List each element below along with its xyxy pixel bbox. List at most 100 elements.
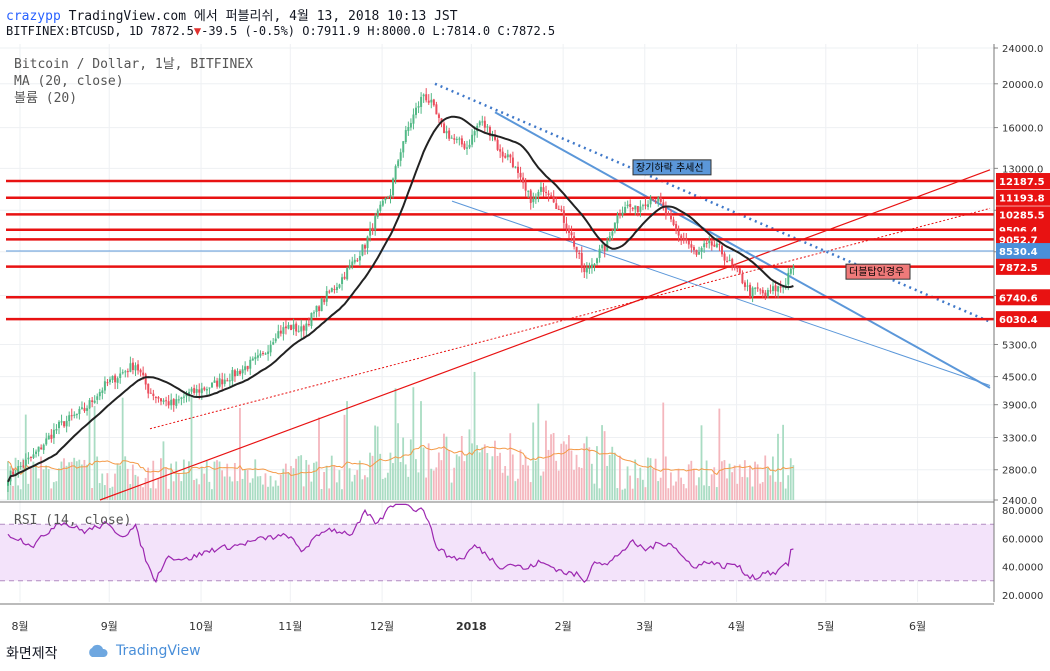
level-label-box [996,289,1050,306]
volume-bar [338,470,341,500]
price-chart[interactable]: 24000.020000.016000.013000.010500.08500.… [0,44,1050,637]
candle-body [381,200,384,206]
candle-body [177,399,180,401]
volume-bar [384,477,387,500]
volume-bar [300,455,303,500]
volume-bar [751,486,754,500]
volume-bar [422,447,425,500]
candle-body [203,387,206,390]
candle-body [511,157,514,168]
volume-bar [685,488,688,500]
volume-bar [779,481,782,500]
volume-bar [782,424,784,500]
candle-body [114,375,117,383]
volume-bar [603,431,606,500]
candle-body [162,400,165,402]
candle-body [483,120,486,128]
volume-bar [366,477,369,500]
volume-bar [764,455,767,500]
candle-body [12,471,15,475]
volume-bar [305,460,308,500]
candle-body [310,312,313,327]
candle-body [218,378,221,387]
candle-body [244,366,247,371]
candle-body [47,435,50,440]
candle-body [736,267,739,269]
candle-body [777,286,780,292]
volume-bar [386,472,389,500]
candle-body [103,381,106,391]
volume-bar [749,465,751,500]
volume-bar [611,446,614,500]
candle-body [358,256,361,261]
candle-body [450,137,453,139]
volume-bar [399,462,402,500]
candle-body [213,380,216,383]
month-label: 5월 [817,620,834,633]
volume-bar [45,465,48,500]
volume-bars [7,371,795,500]
volume-bar [695,485,698,500]
candle-body [80,407,83,409]
volume-bar [351,481,354,500]
volume-bar [297,456,300,500]
candle-body [728,259,731,262]
volume-bar [491,456,494,500]
candle-body [731,259,734,265]
volume-bar [131,464,134,500]
rsi-tick-label: 40.0000 [1002,563,1043,574]
candle-body [348,265,351,269]
candle-body [769,290,772,292]
author-name[interactable]: crazypp [6,9,61,24]
volume-bar [616,488,619,500]
candle-body [205,389,208,391]
volume-bar [534,460,537,500]
candle-body [256,355,259,358]
volume-bar [315,461,318,500]
candle-body [165,400,168,402]
volume-bar [555,460,558,500]
candle-body [466,147,468,149]
volume-bar [522,464,524,500]
volume-bar [325,465,328,500]
volume-bar [652,468,654,500]
candle-body [137,364,140,371]
candle-body [675,224,678,231]
volume-bar [98,483,101,500]
volume-bar [435,467,438,500]
volume-bar [741,476,744,500]
month-label: 12월 [370,620,394,633]
volume-bar [736,483,739,500]
candle-body [509,154,512,158]
candle-body [152,393,155,397]
level-label-box [996,206,1050,223]
candle-body [486,126,489,128]
candle-body [455,138,458,140]
volume-bar [759,483,762,500]
volume-bar [644,487,647,500]
candle-body [73,414,76,416]
volume-bar [307,464,310,500]
last-price: 7872.5 [150,24,194,38]
level-label: 10285.5 [999,210,1045,221]
month-label: 3월 [636,620,653,633]
volume-bar [608,455,611,500]
volume-bar [109,488,111,500]
tradingview-brand[interactable]: TradingView [86,643,201,659]
volume-bar [343,414,346,500]
volume-ma-line [7,444,794,477]
volume-bar [787,475,790,500]
candle-body [19,465,22,467]
candle-body [144,374,147,385]
volume-bar [358,460,361,500]
long-uptrend-line [99,169,991,501]
candle-body [575,246,578,253]
candle-body [499,149,502,152]
volume-bar [598,488,601,500]
volume-bar [246,470,249,500]
candle-body [45,438,48,445]
volume-bar [483,444,486,500]
candle-body [399,152,402,161]
candle-body [412,114,415,124]
volume-bar [216,460,218,500]
